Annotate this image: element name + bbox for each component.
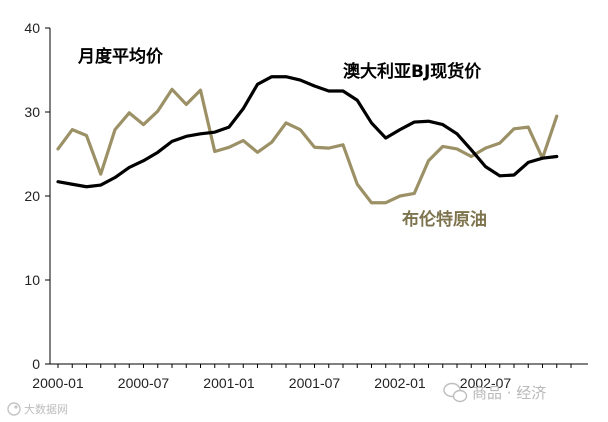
x-tick-label: 2001-07 [289, 375, 341, 391]
series-line-australia-bj [56, 75, 559, 189]
y-tick-group: 0 10 20 30 40 [24, 20, 50, 372]
watermark-right: 商品 · 经济 [443, 382, 546, 403]
x-tick-label: 2002-01 [374, 375, 426, 391]
weibo-logo-icon [7, 402, 21, 416]
watermark-left-text: 大数据网 [24, 402, 68, 416]
watermark-right-text: 商品 · 经济 [472, 384, 546, 402]
y-tick-label: 30 [24, 104, 40, 120]
x-tick-label: 2001-01 [203, 375, 255, 391]
x-tick-label: 2002-07 [460, 375, 512, 391]
series-group [56, 75, 559, 205]
x-tick-label: 2000-07 [118, 375, 170, 391]
x-tick-group: 2000-01 2000-07 2001-01 2001-07 2002-01 2002-… [32, 364, 572, 391]
x-tick-label: 2000-01 [32, 375, 84, 391]
watermark-left: 大数据网 [7, 402, 68, 416]
y-tick-label: 10 [24, 272, 40, 288]
series-label-australia-bj: 澳大利亚BJ现货价 [343, 61, 482, 82]
y-tick-label: 0 [32, 356, 40, 372]
series-line-brent [56, 87, 559, 205]
series-label-monthly-average: 月度平均价 [77, 46, 164, 67]
y-tick-label: 40 [24, 20, 40, 36]
y-tick-label: 20 [24, 188, 40, 204]
weibo-logo-dot-icon [14, 405, 18, 409]
series-label-brent: 布伦特原油 [402, 209, 487, 230]
wechat-logo-icon [443, 382, 468, 403]
